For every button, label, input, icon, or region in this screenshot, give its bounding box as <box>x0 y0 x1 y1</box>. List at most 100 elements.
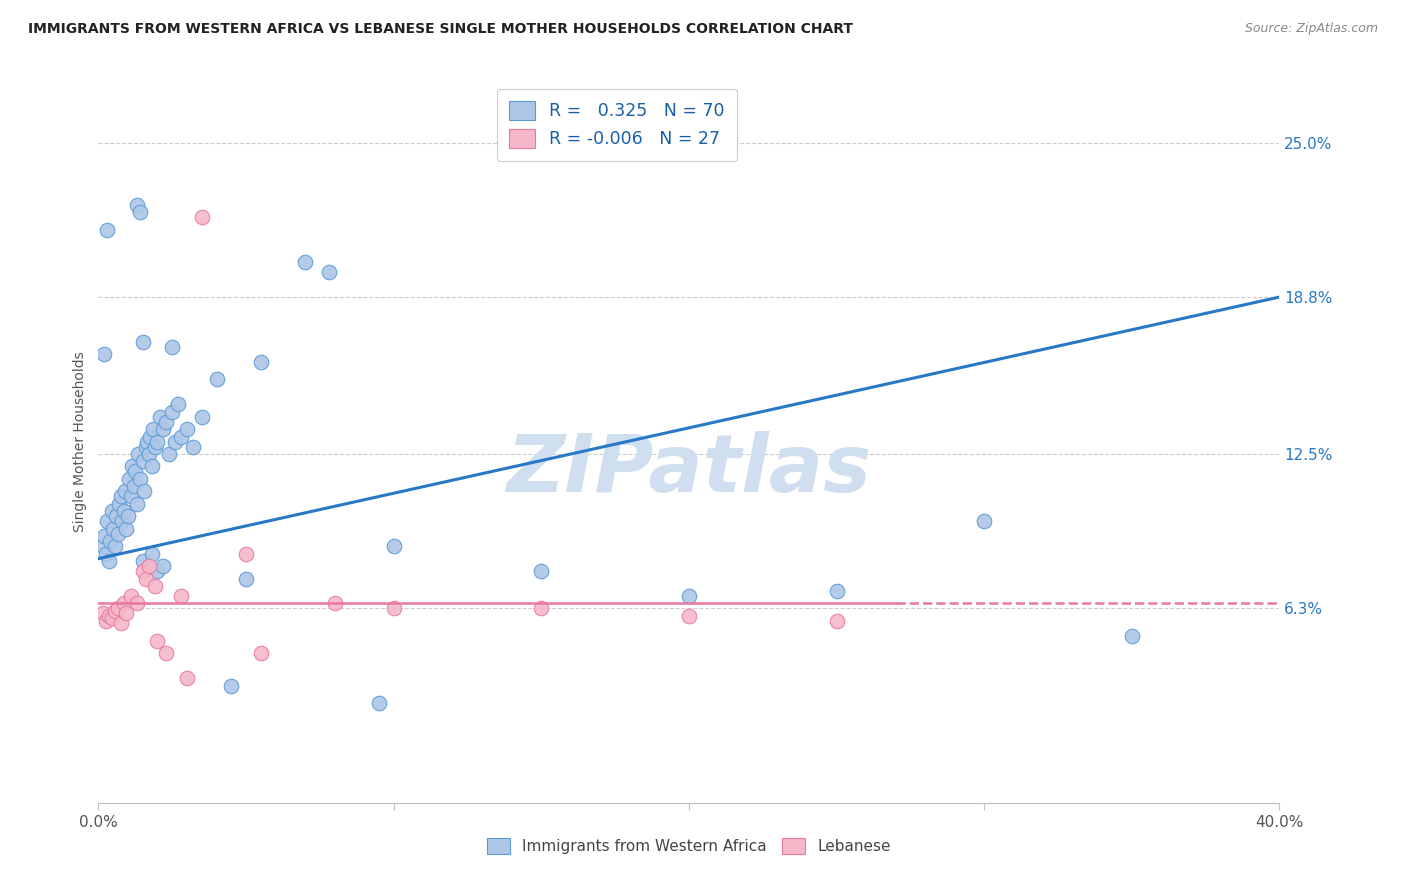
Point <box>146 434 169 449</box>
Point <box>235 547 257 561</box>
Point <box>111 514 134 528</box>
Point <box>105 509 128 524</box>
Point <box>678 609 700 624</box>
Point <box>323 597 346 611</box>
Point <box>91 539 114 553</box>
Point <box>104 604 127 618</box>
Point <box>132 554 155 568</box>
Point <box>142 422 165 436</box>
Point <box>825 584 848 599</box>
Point <box>176 671 198 685</box>
Point <box>141 547 163 561</box>
Point <box>146 564 169 578</box>
Point <box>112 504 135 518</box>
Text: Source: ZipAtlas.com: Source: ZipAtlas.com <box>1244 22 1378 36</box>
Point <box>139 429 162 443</box>
Point <box>125 497 148 511</box>
Text: IMMIGRANTS FROM WESTERN AFRICA VS LEBANESE SINGLE MOTHER HOUSEHOLDS CORRELATION : IMMIGRANTS FROM WESTERN AFRICA VS LEBANE… <box>28 22 853 37</box>
Point <box>152 559 174 574</box>
Point <box>143 440 166 454</box>
Point <box>120 489 142 503</box>
Point <box>250 646 273 660</box>
Point <box>96 514 118 528</box>
Point <box>157 447 180 461</box>
Point <box>155 646 177 660</box>
Point <box>132 334 155 349</box>
Point <box>191 211 214 225</box>
Point <box>152 422 174 436</box>
Point <box>138 559 160 574</box>
Point <box>176 422 198 436</box>
Point <box>108 497 131 511</box>
Point <box>146 633 169 648</box>
Point <box>125 597 148 611</box>
Point <box>107 601 129 615</box>
Point <box>250 355 273 369</box>
Point <box>110 489 132 503</box>
Point <box>530 564 553 578</box>
Point <box>121 459 143 474</box>
Point <box>191 409 214 424</box>
Point <box>170 429 193 443</box>
Point <box>162 340 183 354</box>
Point <box>135 572 157 586</box>
Point <box>132 564 155 578</box>
Point <box>100 611 122 625</box>
Point <box>149 409 172 424</box>
Point <box>294 255 316 269</box>
Point <box>118 472 141 486</box>
Point <box>97 554 120 568</box>
Point <box>122 479 145 493</box>
Point <box>181 440 204 454</box>
Legend: Immigrants from Western Africa, Lebanese: Immigrants from Western Africa, Lebanese <box>481 832 897 860</box>
Point <box>93 347 115 361</box>
Point <box>91 607 114 621</box>
Point <box>143 579 166 593</box>
Point <box>162 404 183 418</box>
Point <box>124 465 146 479</box>
Point <box>94 614 117 628</box>
Point <box>107 526 129 541</box>
Point <box>96 223 118 237</box>
Point <box>138 447 160 461</box>
Text: ZIPatlas: ZIPatlas <box>506 432 872 509</box>
Point <box>973 514 995 528</box>
Point <box>221 679 243 693</box>
Point <box>136 434 159 449</box>
Point <box>103 522 125 536</box>
Point <box>97 609 120 624</box>
Point <box>115 607 138 621</box>
Point <box>132 454 155 468</box>
Point <box>167 397 190 411</box>
Point <box>127 447 149 461</box>
Point <box>165 434 187 449</box>
Point <box>114 484 136 499</box>
Point <box>112 597 135 611</box>
Point <box>93 529 115 543</box>
Point <box>125 198 148 212</box>
Point <box>205 372 228 386</box>
Point <box>110 616 132 631</box>
Point <box>530 601 553 615</box>
Point <box>155 415 177 429</box>
Point <box>120 589 142 603</box>
Point <box>382 601 405 615</box>
Point <box>94 547 117 561</box>
Point <box>128 205 150 219</box>
Point <box>128 472 150 486</box>
Point <box>117 509 139 524</box>
Point <box>100 504 122 518</box>
Point <box>135 440 157 454</box>
Point <box>318 265 340 279</box>
Point <box>382 539 405 553</box>
Point <box>368 696 391 710</box>
Point <box>134 484 156 499</box>
Point <box>104 539 127 553</box>
Point <box>235 572 257 586</box>
Point <box>678 589 700 603</box>
Point <box>98 534 121 549</box>
Point <box>115 522 138 536</box>
Point <box>170 589 193 603</box>
Point <box>825 614 848 628</box>
Point <box>141 459 163 474</box>
